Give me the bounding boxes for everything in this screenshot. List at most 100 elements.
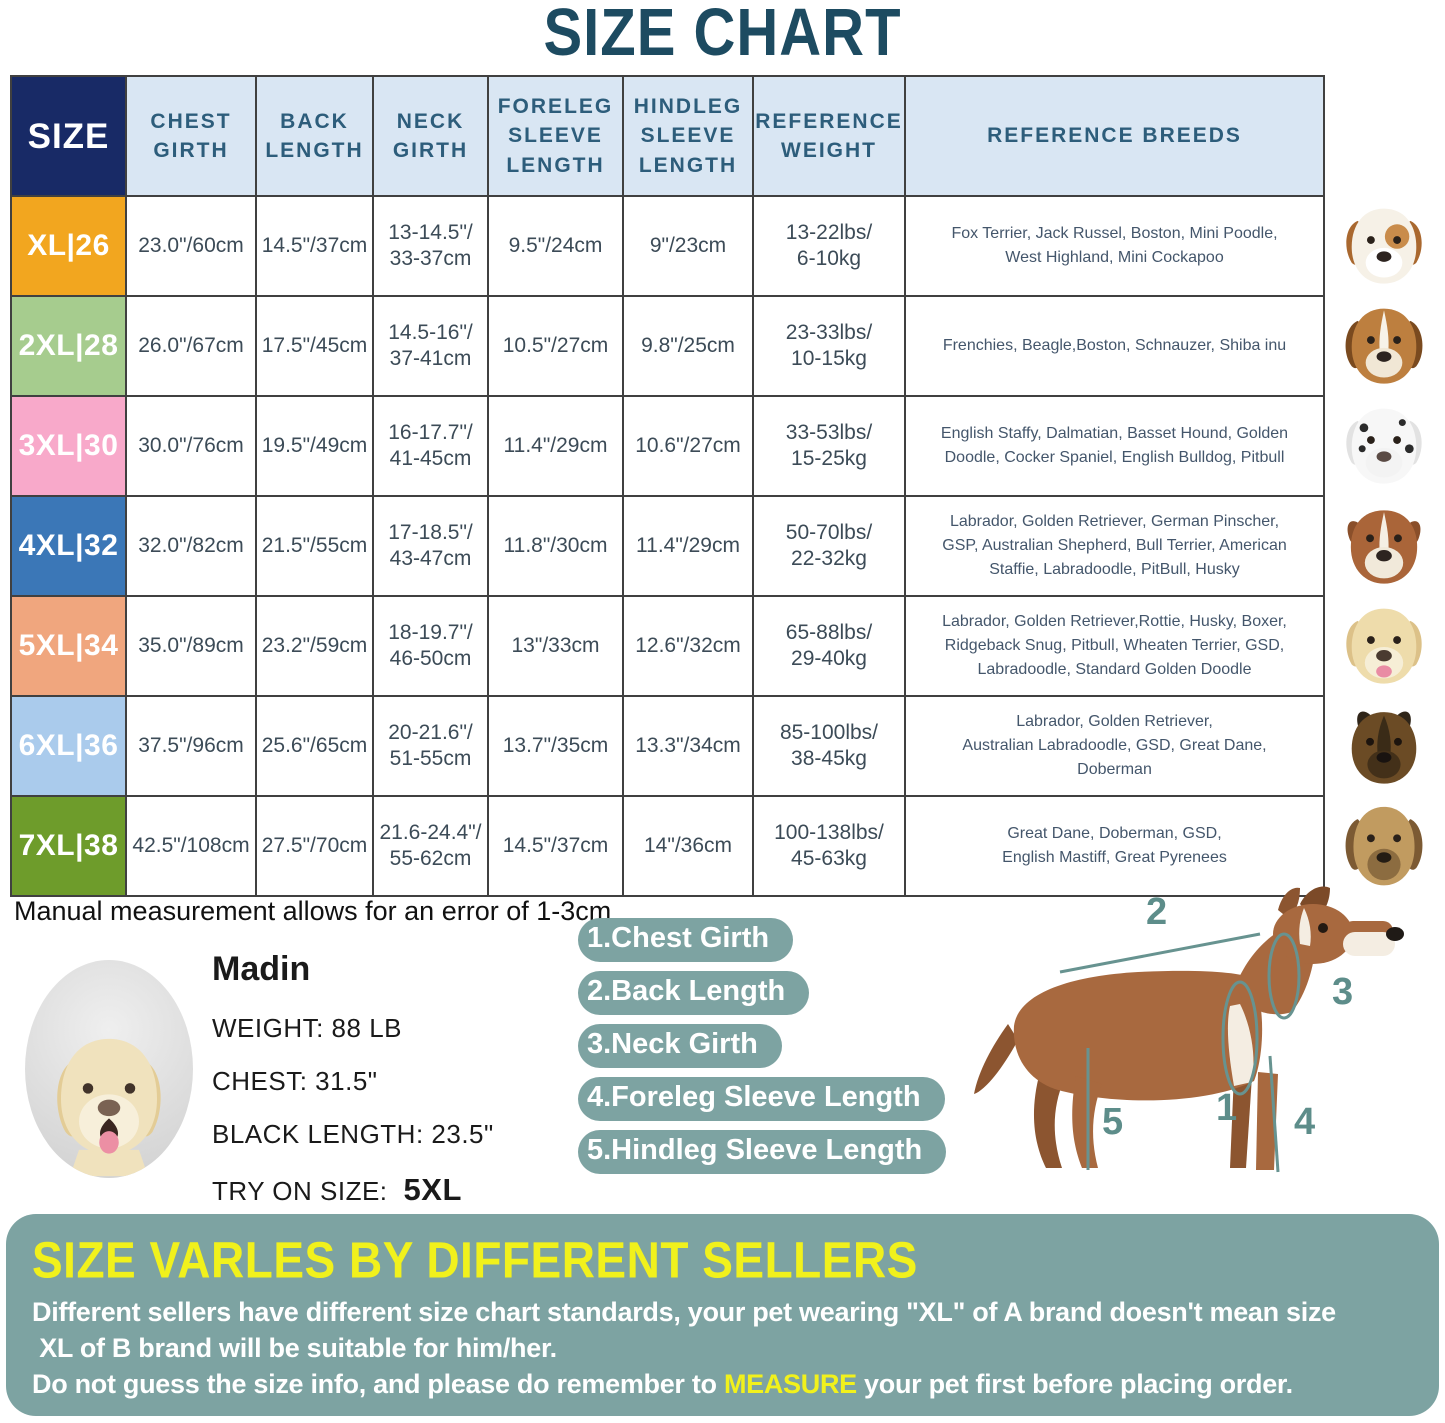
reference-breeds-cell: Labrador, Golden Retriever, Australian L… — [904, 695, 1325, 797]
dog-photo — [1328, 697, 1440, 797]
table-row-xl: XL|26 23.0"/60cm 14.5"/37cm 13-14.5"/ 33… — [10, 195, 1325, 297]
chest-girth-cell: 37.5"/96cm — [125, 695, 257, 797]
diagram-label-back: 2 — [1146, 891, 1167, 933]
amstaff-photo-icon — [1347, 510, 1421, 584]
foreleg-sleeve-cell: 11.4"/29cm — [487, 395, 624, 497]
warning-line-2: XL of B brand will be suitable for him/h… — [32, 1333, 557, 1363]
chest-girth-cell: 30.0"/76cm — [125, 395, 257, 497]
reference-breeds-cell: Labrador, Golden Retriever, German Pinsc… — [904, 495, 1325, 597]
measured-dog-illustration: 1 2 3 4 5 — [974, 886, 1404, 1173]
table-row-7xl: 7XL|38 42.5"/108cm 27.5"/70cm 21.6-24.4"… — [10, 795, 1325, 897]
hindleg-sleeve-cell: 9"/23cm — [622, 195, 754, 297]
dalmatian-photo-icon — [1346, 408, 1422, 484]
size-cell: 6XL|36 — [10, 695, 127, 797]
hindleg-sleeve-cell: 14"/36cm — [622, 795, 754, 897]
dog-photo — [1328, 497, 1440, 597]
column-header-size: SIZE — [10, 75, 127, 197]
back-length-cell: 23.2"/59cm — [255, 595, 374, 697]
try-on-value: 5XL — [403, 1172, 462, 1207]
warning-line-3: Do not guess the size info, and please d… — [32, 1366, 1439, 1402]
chest-girth-cell: 42.5"/108cm — [125, 795, 257, 897]
chest-girth-cell: 26.0"/67cm — [125, 295, 257, 397]
model-dog-info: Madin WEIGHT: 88 LB CHEST: 31.5" BLACK L… — [212, 950, 494, 1208]
neck-girth-cell: 16-17.7"/ 41-45cm — [372, 395, 489, 497]
hindleg-sleeve-cell: 13.3"/34cm — [622, 695, 754, 797]
model-dog-try-on-size: TRY ON SIZE: 5XL — [212, 1172, 494, 1208]
reference-weight-cell: 85-100lbs/ 38-45kg — [752, 695, 906, 797]
foreleg-sleeve-cell: 10.5"/27cm — [487, 295, 624, 397]
hindleg-sleeve-cell: 9.8"/25cm — [622, 295, 754, 397]
table-row-2xl: 2XL|28 26.0"/67cm 17.5"/45cm 14.5-16"/ 3… — [10, 295, 1325, 397]
column-header-hindleg-sleeve: HINDLEG SLEEVE LENGTH — [622, 75, 754, 197]
labrador-photo-icon — [1346, 608, 1422, 684]
chest-girth-cell: 23.0"/60cm — [125, 195, 257, 297]
size-cell: XL|26 — [10, 195, 127, 297]
model-dog-weight: WEIGHT: 88 LB — [212, 1013, 402, 1043]
model-dog-name: Madin — [212, 950, 311, 988]
try-on-label: TRY ON SIZE: — [212, 1176, 388, 1206]
diagram-label-foreleg: 4 — [1294, 1101, 1315, 1143]
neck-girth-cell: 21.6-24.4"/ 55-62cm — [372, 795, 489, 897]
neck-girth-cell: 17-18.5"/ 43-47cm — [372, 495, 489, 597]
back-length-cell: 27.5"/70cm — [255, 795, 374, 897]
reference-weight-cell: 33-53lbs/ 15-25kg — [752, 395, 906, 497]
hindleg-sleeve-cell: 12.6"/32cm — [622, 595, 754, 697]
reference-breeds-cell: Labrador, Golden Retriever,Rottie, Husky… — [904, 595, 1325, 697]
reference-weight-cell: 23-33lbs/ 10-15kg — [752, 295, 906, 397]
great-dane-photo-icon — [1345, 806, 1423, 886]
dog-photo — [1328, 797, 1440, 897]
size-cell: 3XL|30 — [10, 395, 127, 497]
size-cell: 5XL|34 — [10, 595, 127, 697]
reference-breeds-cell: Fox Terrier, Jack Russel, Boston, Mini P… — [904, 195, 1325, 297]
column-header-neck-girth: NECK GIRTH — [372, 75, 489, 197]
column-header-reference-breeds: REFERENCE BREEDS — [904, 75, 1325, 197]
table-row-4xl: 4XL|32 32.0"/82cm 21.5"/55cm 17-18.5"/ 4… — [10, 495, 1325, 597]
diagram-label-hindleg: 5 — [1102, 1101, 1123, 1143]
breed-photo-column — [1328, 197, 1440, 897]
legend-neck-girth: 3.Neck Girth — [578, 1024, 782, 1068]
foreleg-sleeve-cell: 14.5"/37cm — [487, 795, 624, 897]
measurement-error-note: Manual measurement allows for an error o… — [14, 896, 612, 926]
dog-photo — [1328, 297, 1440, 397]
column-header-reference-weight: REFERENCE WEIGHT — [752, 75, 906, 197]
table-header-row: SIZE CHEST GIRTH BACK LENGTH NECK GIRTH … — [10, 75, 1325, 197]
chest-girth-cell: 35.0"/89cm — [125, 595, 257, 697]
page-title: SIZE CHART — [543, 0, 902, 70]
warning-line-1: Different sellers have different size ch… — [32, 1297, 1336, 1327]
back-length-cell: 17.5"/45cm — [255, 295, 374, 397]
legend-chest-girth: 1.Chest Girth — [578, 918, 794, 962]
seller-warning-text: Different sellers have different size ch… — [32, 1294, 1439, 1402]
measurement-diagram: 1 2 3 4 5 — [948, 876, 1436, 1208]
model-dog-chest: CHEST: 31.5" — [212, 1066, 378, 1096]
back-length-cell: 14.5"/37cm — [255, 195, 374, 297]
reference-breeds-cell: Great Dane, Doberman, GSD, English Masti… — [904, 795, 1325, 897]
measure-highlight: MEASURE — [723, 1369, 857, 1399]
legend-hindleg-sleeve: 5.Hindleg Sleeve Length — [578, 1130, 947, 1174]
model-dog-back-length: BLACK LENGTH: 23.5" — [212, 1119, 494, 1149]
reference-weight-cell: 50-70lbs/ 22-32kg — [752, 495, 906, 597]
german-shepherd-photo-icon — [1351, 711, 1417, 784]
model-dog-photo — [25, 960, 193, 1178]
column-header-chest-girth: CHEST GIRTH — [125, 75, 257, 197]
seller-warning-panel: SIZE VARLES BY DIFFERENT SELLERS Differe… — [6, 1214, 1439, 1416]
jack-russell-photo-icon — [1346, 208, 1422, 284]
labrador-portrait-icon — [57, 1038, 161, 1177]
foreleg-sleeve-cell: 13"/33cm — [487, 595, 624, 697]
hindleg-sleeve-cell: 11.4"/29cm — [622, 495, 754, 597]
dog-photo — [1328, 597, 1440, 697]
reference-breeds-cell: English Staffy, Dalmatian, Basset Hound,… — [904, 395, 1325, 497]
table-row-5xl: 5XL|34 35.0"/89cm 23.2"/59cm 18-19.7"/ 4… — [10, 595, 1325, 697]
beagle-photo-icon — [1345, 308, 1423, 384]
size-cell: 7XL|38 — [10, 795, 127, 897]
size-table: SIZE CHEST GIRTH BACK LENGTH NECK GIRTH … — [10, 75, 1325, 897]
table-row-3xl: 3XL|30 30.0"/76cm 19.5"/49cm 16-17.7"/ 4… — [10, 395, 1325, 497]
column-header-foreleg-sleeve: FORELEG SLEEVE LENGTH — [487, 75, 624, 197]
reference-weight-cell: 65-88lbs/ 29-40kg — [752, 595, 906, 697]
chest-girth-cell: 32.0"/82cm — [125, 495, 257, 597]
neck-girth-cell: 18-19.7"/ 46-50cm — [372, 595, 489, 697]
reference-breeds-cell: Frenchies, Beagle,Boston, Schnauzer, Shi… — [904, 295, 1325, 397]
measurement-legend: 1.Chest Girth 2.Back Length 3.Neck Girth… — [578, 918, 947, 1174]
foreleg-sleeve-cell: 11.8"/30cm — [487, 495, 624, 597]
foreleg-sleeve-cell: 13.7"/35cm — [487, 695, 624, 797]
back-length-cell: 25.6"/65cm — [255, 695, 374, 797]
